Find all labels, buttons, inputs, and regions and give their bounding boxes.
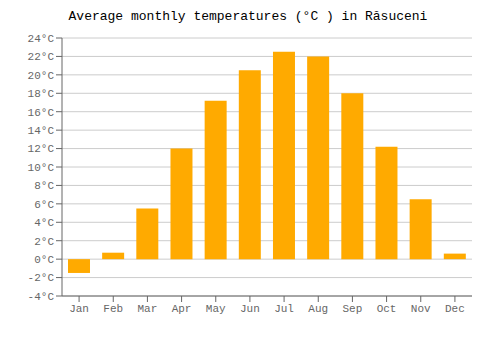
- svg-text:8°C: 8°C: [34, 180, 54, 192]
- svg-text:18°C: 18°C: [28, 88, 55, 100]
- svg-text:22°C: 22°C: [28, 51, 55, 63]
- svg-text:Dec: Dec: [445, 303, 465, 315]
- html-text:Average monthly temperatures (: Average monthly temperatures (°C ) in Ră…: [68, 9, 428, 24]
- svg-text:Oct: Oct: [377, 303, 397, 315]
- svg-text:Sep: Sep: [343, 303, 363, 315]
- svg-text:14°C: 14°C: [28, 125, 55, 137]
- svg-text:12°C: 12°C: [28, 143, 55, 155]
- svg-text:Apr: Apr: [172, 303, 192, 315]
- svg-text:16°C: 16°C: [28, 107, 55, 119]
- svg-text:-2°C: -2°C: [28, 272, 55, 284]
- svg-text:24°C: 24°C: [28, 33, 55, 45]
- svg-text:Jan: Jan: [69, 303, 89, 315]
- svg-text:-4°C: -4°C: [28, 291, 55, 303]
- svg-text:6°C: 6°C: [34, 199, 54, 211]
- svg-text:May: May: [206, 303, 226, 315]
- svg-text:20°C: 20°C: [28, 70, 55, 82]
- svg-text:2°C: 2°C: [34, 236, 54, 248]
- svg-text:Nov: Nov: [411, 303, 431, 315]
- svg-text:Aug: Aug: [308, 303, 328, 315]
- svg-text:4°C: 4°C: [34, 217, 54, 229]
- svg-text:Mar: Mar: [138, 303, 158, 315]
- svg-text:10°C: 10°C: [28, 162, 55, 174]
- svg-text:Jul: Jul: [274, 303, 294, 315]
- svg-text:Feb: Feb: [103, 303, 123, 315]
- svg-text:0°C: 0°C: [34, 254, 54, 266]
- svg-text:Jun: Jun: [240, 303, 260, 315]
